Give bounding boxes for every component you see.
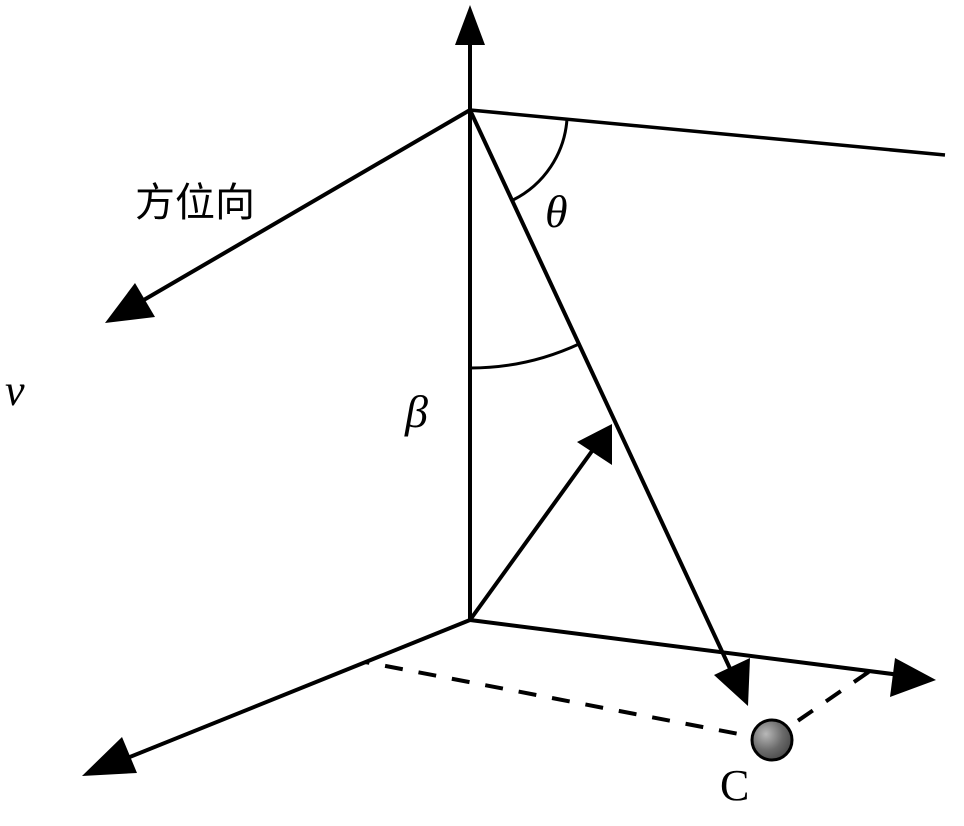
z-axis-arrowhead [455, 5, 485, 45]
range-reference-line [470, 110, 945, 155]
ground-axis-left-arrowhead [82, 737, 137, 776]
azimuth-label: 方位向 [135, 170, 255, 228]
beta-arc [470, 344, 579, 368]
ground-axis-right-arrowhead [890, 658, 936, 697]
x-axis-back [470, 440, 600, 620]
beta-label: β [405, 385, 428, 438]
velocity-label: v [5, 365, 25, 416]
x-axis-back-arrowhead [577, 424, 612, 465]
beam-line-arrowhead [714, 658, 750, 706]
dashed-line-left [365, 662, 770, 740]
theta-label: θ [545, 185, 568, 238]
beam-line [470, 110, 733, 675]
ground-axis-left [110, 620, 470, 765]
azimuth-axis-arrowhead [105, 283, 155, 323]
point-c-label: C [720, 760, 749, 811]
diagram-svg [0, 0, 964, 826]
point-c-marker [752, 720, 792, 760]
ground-axis-right [470, 620, 908, 676]
